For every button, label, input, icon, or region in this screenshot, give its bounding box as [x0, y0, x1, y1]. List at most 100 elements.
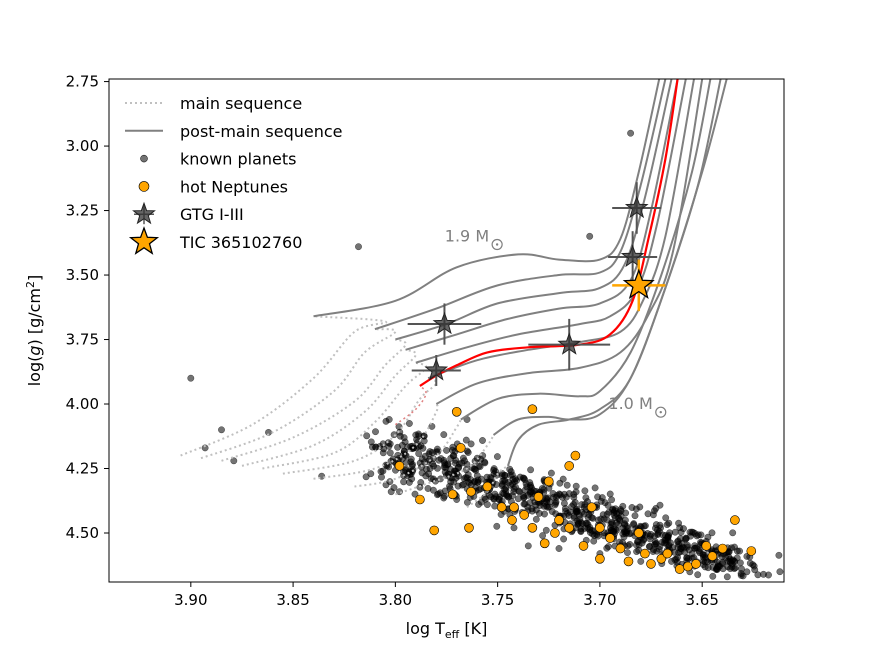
known-planet-point: [689, 528, 697, 536]
known-planet-point: [704, 533, 712, 541]
hot-neptune-point: [656, 553, 667, 564]
known-planet-point: [405, 478, 413, 486]
y-tick-label: 2.75: [66, 73, 99, 91]
known-planet-point: [555, 545, 563, 552]
x-axis-label: log Teff [K]: [406, 619, 488, 641]
known-planet-point: [617, 506, 625, 513]
known-planet-point: [580, 503, 588, 511]
hot-neptune-point: [683, 561, 693, 572]
hot-neptune-point: [394, 461, 405, 471]
known-planet-point: [477, 498, 485, 506]
known-planet-point: [614, 520, 622, 528]
known-planet-point: [462, 466, 470, 474]
known-planet-point: [434, 490, 442, 498]
known-planet-point: [440, 492, 448, 500]
known-planet-point: [501, 485, 509, 493]
known-planet-point: [400, 478, 408, 486]
known-planet-point: [676, 535, 684, 543]
known-planet-point: [737, 571, 745, 579]
y-axis-label-p2: ) [g/cm: [25, 288, 44, 346]
legend-entry-5: TIC 365102760: [128, 226, 302, 255]
known-planet-point: [696, 549, 704, 557]
known-planet-point: [715, 563, 722, 570]
known-planet-point: [577, 527, 585, 535]
y-axis-label-p4: ]: [25, 275, 44, 281]
hot-neptune-point: [539, 538, 550, 549]
known-planet-point: [654, 531, 662, 539]
known-planet-point: [691, 544, 699, 552]
hot-neptune-point: [564, 461, 575, 471]
known-planet-point: [475, 486, 483, 494]
sun-symbol-dot-1: [659, 410, 662, 414]
known-planet-point: [668, 557, 675, 565]
known-planet-point: [432, 477, 439, 485]
hot-neptune-point: [527, 522, 538, 533]
hot-neptune-point: [646, 559, 656, 569]
known-planet-point: [539, 532, 547, 540]
known-planet-point: [448, 474, 456, 482]
main-sequence-track-5: [282, 377, 438, 475]
known-planet-point: [621, 520, 628, 528]
hot-neptune-point: [533, 492, 544, 502]
known-planet-point: [474, 478, 482, 486]
known-planet-point: [426, 448, 434, 456]
known-planet-point: [662, 514, 670, 522]
legend-swatch-gtg-star: [132, 201, 156, 225]
known-planet-point: [608, 496, 616, 504]
known-planet-point: [523, 483, 531, 491]
known-planet-point: [560, 499, 568, 507]
post-main-sequence-track-1: [374, 79, 667, 331]
known-planet-point: [411, 490, 419, 498]
known-planet-point: [407, 455, 415, 463]
legend-entry-1: post-main sequence: [125, 122, 343, 141]
legend-label-2: known planets: [180, 150, 297, 169]
known-planet-point: [424, 485, 432, 492]
known-planet-point: [560, 535, 568, 543]
hot-neptune-point: [707, 551, 718, 562]
known-planet-point: [415, 450, 423, 458]
gtg-star-marker-1: [424, 358, 449, 381]
known-planet-point: [475, 462, 483, 470]
known-planet-point: [556, 479, 564, 487]
known-planet-point: [527, 466, 535, 474]
y-tick-label: 4.00: [66, 395, 99, 413]
known-planet-point: [775, 551, 783, 559]
known-planet-point: [611, 507, 619, 515]
known-planet-point: [187, 374, 195, 382]
known-planet-point: [230, 457, 238, 465]
gtg-star-marker-4: [620, 244, 645, 268]
hot-neptune-point: [746, 546, 757, 556]
legend-label-4: GTG I-III: [180, 205, 244, 224]
known-planet-point: [656, 501, 664, 509]
hot-neptune-point: [464, 522, 474, 533]
known-planet-point: [443, 446, 450, 454]
known-planet-point: [440, 431, 448, 439]
main-sequence-track-3: [241, 348, 417, 467]
legend-swatch-hot-neptunes: [138, 181, 150, 192]
known-planet-point: [710, 581, 714, 582]
sun-symbol-dot-0: [495, 243, 499, 246]
hot-neptune-point: [519, 510, 530, 520]
x-axis-label-sub: eff: [445, 628, 460, 641]
known-planet-point: [441, 468, 449, 476]
legend-entry-4: GTG I-III: [132, 201, 244, 225]
known-planet-point: [640, 535, 648, 543]
known-planet-point: [495, 495, 503, 503]
known-planet-point: [417, 479, 425, 486]
hot-neptune-point: [509, 502, 519, 513]
known-planet-point: [723, 573, 731, 581]
hot-neptune-point: [564, 522, 575, 533]
mass-label-0: 1.9 M: [445, 227, 489, 246]
known-planet-point: [479, 437, 486, 444]
known-planet-point: [708, 529, 716, 537]
known-planet-point: [421, 452, 429, 460]
known-planet-point: [372, 428, 379, 436]
hot-neptune-point: [451, 406, 462, 417]
known-planet-point: [581, 487, 589, 495]
legend-entry-0: main sequence: [125, 94, 302, 113]
post-main-sequence-track-3: [405, 79, 679, 351]
known-planet-point: [637, 557, 645, 565]
gtg-star-marker-2: [557, 332, 582, 355]
hot-neptune-point: [507, 515, 517, 525]
